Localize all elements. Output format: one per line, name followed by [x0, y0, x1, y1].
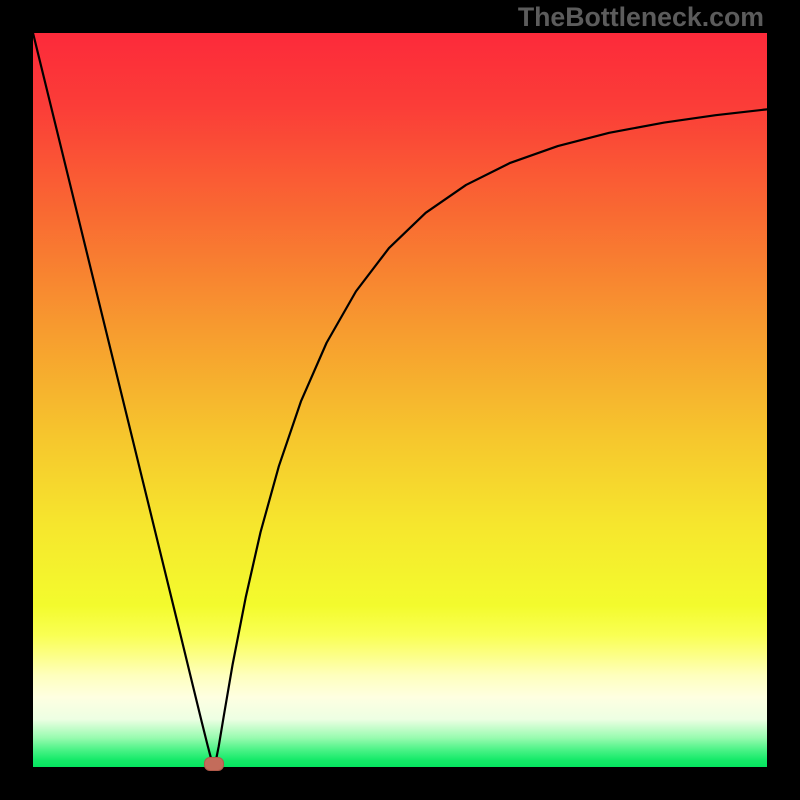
gradient-background — [33, 33, 767, 767]
watermark-label: TheBottleneck.com — [518, 2, 764, 33]
plot-area — [33, 33, 767, 767]
minimum-marker — [204, 757, 224, 771]
chart-svg — [33, 33, 767, 767]
chart-frame: TheBottleneck.com — [0, 0, 800, 800]
bottleneck-curve — [33, 33, 767, 767]
